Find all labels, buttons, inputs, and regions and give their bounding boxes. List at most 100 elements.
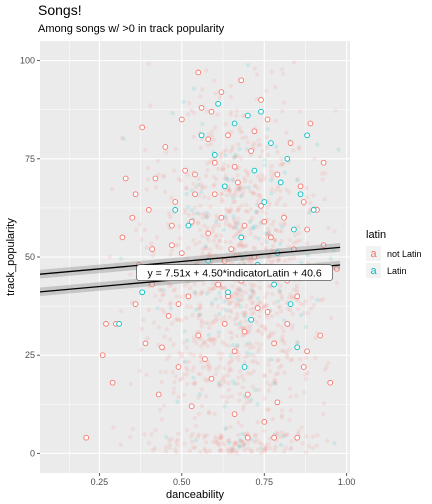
- scatter-point-faint: [198, 372, 203, 377]
- scatter-point-faint: [208, 159, 213, 164]
- scatter-point-faint: [248, 352, 254, 357]
- scatter-point-faint: [236, 205, 241, 211]
- scatter-point-faint: [235, 343, 240, 348]
- scatter-point-faint: [218, 155, 224, 160]
- scatter-point-not-latin: [103, 320, 109, 327]
- scatter-point-not-latin: [192, 191, 198, 198]
- scatter-point-faint: [303, 434, 309, 439]
- scatter-point-faint: [303, 377, 308, 382]
- scatter-point-faint: [196, 312, 202, 317]
- scatter-point-faint: [275, 149, 280, 155]
- scatter-point-faint: [251, 291, 256, 296]
- scatter-point-faint: [184, 315, 189, 321]
- scatter-point-latin: [294, 344, 301, 351]
- scatter-point-faint: [229, 206, 234, 211]
- scatter-point-faint: [264, 134, 269, 140]
- scatter-point-faint: [170, 111, 175, 116]
- scatter-point-faint: [231, 225, 237, 230]
- scatter-point-faint: [225, 187, 231, 193]
- scatter-point-faint: [220, 351, 225, 357]
- scatter-point-faint: [280, 71, 286, 77]
- scatter-point-faint: [220, 166, 226, 171]
- scatter-point-faint: [211, 341, 217, 346]
- scatter-point-not-latin: [149, 246, 155, 252]
- y-tick-label: 50: [25, 252, 35, 262]
- scatter-point-not-latin: [300, 199, 307, 205]
- scatter-point-faint: [294, 239, 299, 244]
- scatter-point-faint: [292, 240, 297, 246]
- scatter-point-faint: [226, 381, 232, 386]
- scatter-point-faint: [164, 326, 169, 332]
- scatter-point-faint: [266, 362, 271, 367]
- scatter-point-not-latin: [175, 364, 182, 370]
- scatter-point-faint: [291, 60, 297, 65]
- scatter-point-faint: [205, 161, 210, 166]
- scatter-point-faint: [173, 146, 178, 151]
- scatter-point-faint: [227, 301, 232, 307]
- scatter-point-faint: [151, 320, 157, 325]
- scatter-point-faint: [266, 284, 272, 289]
- scatter-point-faint: [235, 303, 241, 308]
- scatter-point-faint: [198, 312, 203, 317]
- scatter-point-faint: [175, 316, 180, 322]
- legend-glyph: a: [370, 248, 377, 260]
- scatter-point-faint: [201, 341, 207, 347]
- scatter-point-faint: [244, 324, 250, 329]
- scatter-point-faint: [279, 238, 284, 243]
- scatter-point-not-latin: [188, 218, 195, 225]
- scatter-point-faint: [219, 197, 225, 202]
- scatter-point-faint: [206, 132, 212, 137]
- scatter-point-faint: [171, 288, 176, 293]
- scatter-point-faint: [285, 432, 290, 437]
- scatter-point-faint: [196, 371, 201, 377]
- scatter-point-faint: [280, 161, 285, 166]
- scatter-point-faint: [191, 181, 196, 187]
- scatter-point-faint: [276, 365, 282, 370]
- scatter-point-faint: [162, 189, 168, 194]
- scatter-point-faint: [231, 445, 236, 450]
- scatter-point-faint: [266, 230, 271, 236]
- scatter-point-faint: [227, 188, 232, 194]
- scatter-point-faint: [222, 379, 228, 385]
- scatter-point-faint: [171, 391, 176, 396]
- scatter-point-faint: [244, 303, 249, 309]
- scatter-point-faint: [162, 310, 167, 315]
- scatter-point-faint: [230, 447, 235, 453]
- scatter-point-faint: [247, 293, 253, 299]
- scatter-point-faint: [248, 306, 253, 312]
- scatter-point-faint: [282, 220, 287, 225]
- scatter-point-faint: [268, 383, 273, 388]
- scatter-point-faint: [314, 443, 319, 448]
- scatter-point-faint: [156, 158, 161, 164]
- scatter-point-faint: [222, 404, 227, 409]
- scatter-point-faint: [225, 164, 231, 169]
- scatter-point-faint: [204, 291, 209, 296]
- scatter-point-faint: [226, 185, 232, 190]
- scatter-point-faint: [197, 306, 203, 311]
- scatter-point-faint: [175, 399, 180, 405]
- scatter-point-faint: [232, 190, 237, 195]
- scatter-point-faint: [324, 364, 329, 369]
- scatter-point-faint: [198, 181, 203, 187]
- scatter-point-faint: [201, 435, 207, 440]
- scatter-point-faint: [247, 257, 253, 263]
- scatter-point-faint: [191, 445, 196, 450]
- scatter-point-faint: [267, 436, 273, 441]
- scatter-point-faint: [203, 448, 208, 453]
- scatter-point-faint: [194, 292, 199, 297]
- scatter-point-faint: [286, 244, 292, 249]
- scatter-point-faint: [121, 136, 126, 141]
- scatter-point-faint: [315, 142, 320, 147]
- scatter-point-faint: [228, 368, 234, 373]
- scatter-point-faint: [203, 184, 208, 190]
- scatter-point-faint: [315, 433, 320, 438]
- scatter-point-faint: [184, 365, 189, 370]
- scatter-point-faint: [266, 254, 272, 259]
- scatter-point-latin: [268, 140, 274, 146]
- scatter-point-faint: [262, 305, 267, 311]
- scatter-point-faint: [250, 143, 255, 148]
- scatter-point-faint: [259, 450, 264, 456]
- scatter-point-not-latin: [188, 403, 195, 410]
- scatter-point-latin: [258, 108, 264, 115]
- y-axis-title: track_popularity: [5, 218, 17, 296]
